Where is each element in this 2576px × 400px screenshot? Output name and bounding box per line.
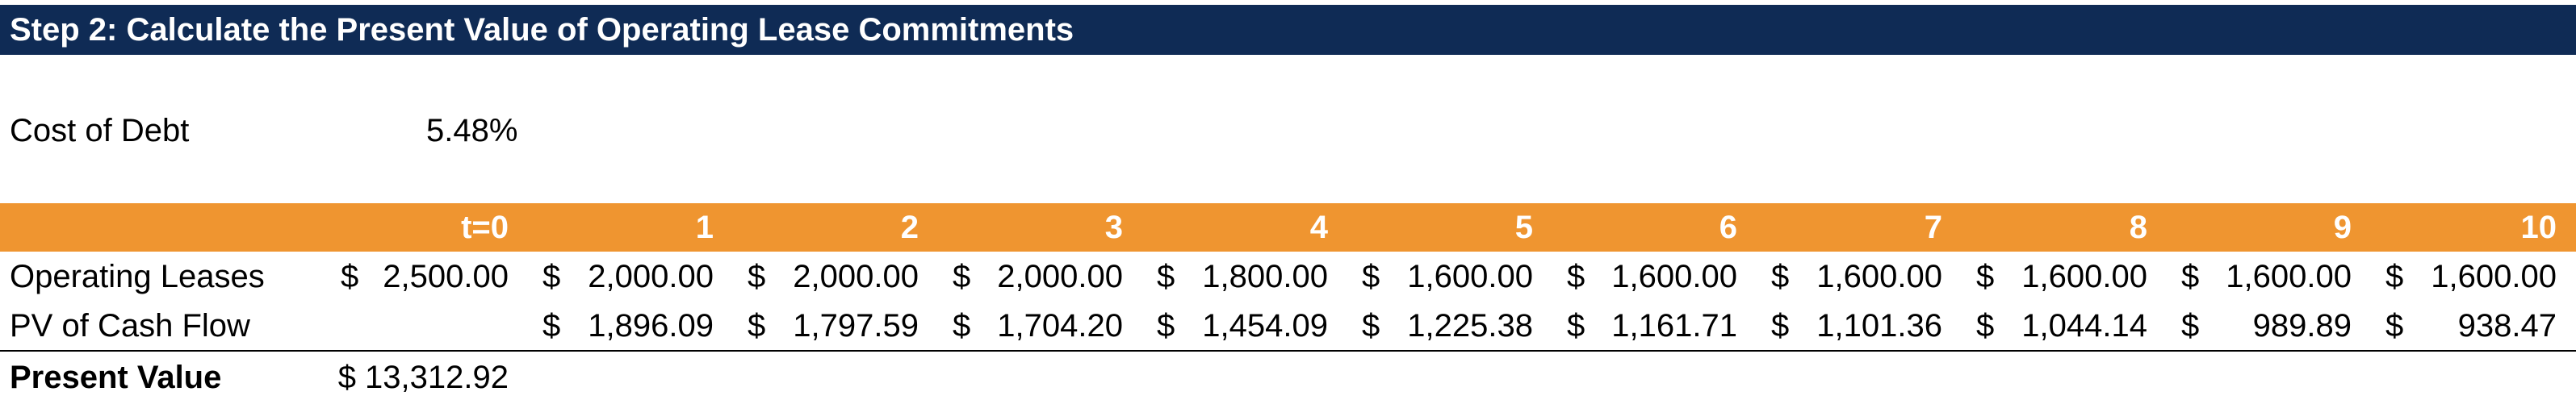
pv-cash-flow-currency-1: $ xyxy=(542,308,561,344)
operating-leases-currency-4: $ xyxy=(1157,259,1175,294)
operating-leases-value-6: 1,600.00 xyxy=(1611,259,1737,294)
operating-leases-value-9: 1,600.00 xyxy=(2226,259,2352,294)
operating-leases-currency-10: $ xyxy=(2385,259,2404,294)
operating-leases-value-2: 2,000.00 xyxy=(793,259,919,294)
cost-of-debt-value: 5.48% xyxy=(426,113,518,148)
pv-cash-flow-currency-9: $ xyxy=(2181,308,2200,344)
operating-leases-currency-2: $ xyxy=(748,259,766,294)
pv-cash-flow-currency-5: $ xyxy=(1362,308,1380,344)
operating-leases-value-8: 1,600.00 xyxy=(2021,259,2147,294)
operating-leases-value-10: 1,600.00 xyxy=(2431,259,2557,294)
period-header-bar xyxy=(0,203,2576,252)
operating-leases-value-5: 1,600.00 xyxy=(1407,259,1533,294)
period-header-6: 6 xyxy=(1719,210,1737,245)
period-header-7: 7 xyxy=(1924,210,1942,245)
operating-leases-currency-0: $ xyxy=(341,259,359,294)
pv-cash-flow-currency-2: $ xyxy=(748,308,766,344)
pv-cash-flow-currency-4: $ xyxy=(1157,308,1175,344)
period-header-10: 10 xyxy=(2520,210,2557,245)
pv-cash-flow-value-5: 1,225.38 xyxy=(1407,308,1533,344)
operating-leases-value-1: 2,000.00 xyxy=(588,259,714,294)
pv-cash-flow-value-4: 1,454.09 xyxy=(1202,308,1328,344)
period-header-5: 5 xyxy=(1514,210,1533,245)
operating-leases-value-0: 2,500.00 xyxy=(383,259,509,294)
operating-leases-currency-7: $ xyxy=(1771,259,1790,294)
period-header-0: t=0 xyxy=(461,210,509,245)
period-header-3: 3 xyxy=(1104,210,1123,245)
present-value-total: $ 13,312.92 xyxy=(337,360,509,395)
operating-leases-currency-9: $ xyxy=(2181,259,2200,294)
operating-leases-currency-3: $ xyxy=(953,259,971,294)
operating-leases-value-3: 2,000.00 xyxy=(997,259,1123,294)
operating-leases-currency-5: $ xyxy=(1362,259,1380,294)
pv-cash-flow-value-10: 938.47 xyxy=(2457,308,2557,344)
present-value-label: Present Value xyxy=(10,360,222,395)
section-title: Step 2: Calculate the Present Value of O… xyxy=(0,5,2576,55)
operating-leases-currency-1: $ xyxy=(542,259,561,294)
pv-cash-flow-label: PV of Cash Flow xyxy=(10,308,250,344)
pv-cash-flow-currency-7: $ xyxy=(1771,308,1790,344)
operating-leases-currency-8: $ xyxy=(1976,259,1995,294)
pv-cash-flow-value-2: 1,797.59 xyxy=(793,308,919,344)
total-divider xyxy=(0,350,2576,352)
pv-cash-flow-value-8: 1,044.14 xyxy=(2021,308,2147,344)
pv-cash-flow-currency-3: $ xyxy=(953,308,971,344)
pv-cash-flow-value-7: 1,101.36 xyxy=(1816,308,1942,344)
pv-cash-flow-currency-10: $ xyxy=(2385,308,2404,344)
pv-cash-flow-value-9: 989.89 xyxy=(2252,308,2352,344)
pv-cash-flow-value-3: 1,704.20 xyxy=(997,308,1123,344)
pv-cash-flow-value-1: 1,896.09 xyxy=(588,308,714,344)
pv-cash-flow-currency-8: $ xyxy=(1976,308,1995,344)
operating-leases-value-7: 1,600.00 xyxy=(1816,259,1942,294)
period-header-2: 2 xyxy=(900,210,919,245)
period-header-8: 8 xyxy=(2129,210,2147,245)
cost-of-debt-label: Cost of Debt xyxy=(10,113,190,148)
period-header-1: 1 xyxy=(695,210,714,245)
pv-cash-flow-value-6: 1,161.71 xyxy=(1611,308,1737,344)
operating-leases-value-4: 1,800.00 xyxy=(1202,259,1328,294)
pv-cash-flow-currency-6: $ xyxy=(1567,308,1585,344)
operating-leases-label: Operating Leases xyxy=(10,259,265,294)
period-header-9: 9 xyxy=(2333,210,2352,245)
operating-leases-currency-6: $ xyxy=(1567,259,1585,294)
period-header-4: 4 xyxy=(1309,210,1328,245)
